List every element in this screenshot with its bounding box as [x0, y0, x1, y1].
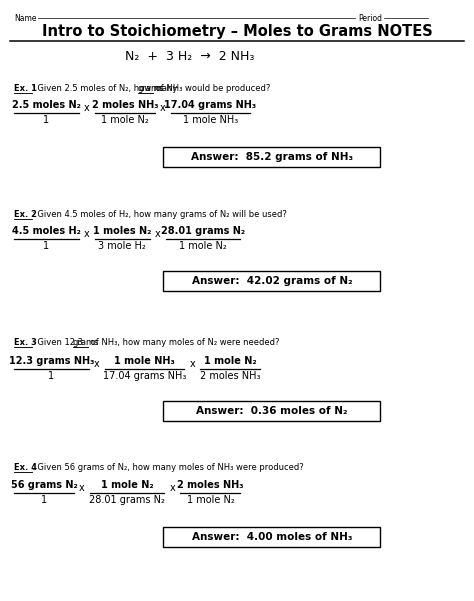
Text: Period: Period	[358, 14, 382, 23]
Text: Ex. 2: Ex. 2	[14, 210, 37, 219]
Text: 28.01 grams N₂: 28.01 grams N₂	[89, 495, 165, 505]
Text: 17.04 grams NH₃: 17.04 grams NH₃	[164, 100, 256, 110]
FancyBboxPatch shape	[164, 401, 381, 421]
Text: : Given 56 grams of N₂, how many moles of NH₃ were produced?: : Given 56 grams of N₂, how many moles o…	[32, 463, 304, 472]
Text: 1 mole NH₃: 1 mole NH₃	[114, 356, 175, 366]
Text: of NH₃, how many moles of N₂ were needed?: of NH₃, how many moles of N₂ were needed…	[88, 338, 280, 347]
Text: x: x	[94, 359, 100, 369]
Text: x: x	[189, 359, 195, 369]
Text: 1 mole N₂: 1 mole N₂	[187, 495, 234, 505]
Text: 2 moles NH₃: 2 moles NH₃	[200, 371, 260, 381]
Text: 1: 1	[41, 495, 47, 505]
Text: : Given 2.5 moles of N₂, how many: : Given 2.5 moles of N₂, how many	[32, 84, 180, 93]
Text: of NH₃ would be produced?: of NH₃ would be produced?	[153, 84, 271, 93]
Text: Name: Name	[14, 14, 36, 23]
Text: 1: 1	[48, 371, 55, 381]
Text: 1 mole N₂: 1 mole N₂	[204, 356, 256, 366]
Text: x: x	[84, 229, 90, 239]
Text: Ex. 1: Ex. 1	[14, 84, 37, 93]
Text: 1 moles N₂: 1 moles N₂	[93, 226, 152, 236]
Text: Answer:  4.00 moles of NH₃: Answer: 4.00 moles of NH₃	[192, 532, 352, 542]
Text: 1 mole N₂: 1 mole N₂	[101, 115, 149, 125]
Text: Ex. 3: Ex. 3	[14, 338, 37, 347]
FancyBboxPatch shape	[164, 527, 381, 547]
Text: : Given 12.3: : Given 12.3	[32, 338, 86, 347]
Text: x: x	[84, 103, 90, 113]
Text: x: x	[170, 483, 175, 493]
Text: Answer:  42.02 grams of N₂: Answer: 42.02 grams of N₂	[191, 276, 352, 286]
Text: 2.5 moles N₂: 2.5 moles N₂	[12, 100, 81, 110]
Text: 3 mole H₂: 3 mole H₂	[99, 241, 146, 251]
Text: 4.5 moles H₂: 4.5 moles H₂	[12, 226, 81, 236]
Text: 28.01 grams N₂: 28.01 grams N₂	[161, 226, 245, 236]
Text: grams: grams	[73, 338, 99, 347]
Text: x: x	[79, 483, 85, 493]
Text: x: x	[160, 103, 165, 113]
Text: 1 mole N₂: 1 mole N₂	[101, 480, 154, 490]
Text: grams: grams	[137, 84, 164, 93]
Text: 1: 1	[43, 115, 49, 125]
Text: 2 moles NH₃: 2 moles NH₃	[91, 100, 158, 110]
Text: 12.3 grams NH₃: 12.3 grams NH₃	[9, 356, 94, 366]
Text: : Given 4.5 moles of H₂, how many grams of N₂ will be used?: : Given 4.5 moles of H₂, how many grams …	[32, 210, 287, 219]
Text: 1 mole N₂: 1 mole N₂	[179, 241, 227, 251]
Text: 1: 1	[43, 241, 49, 251]
Text: Ex. 4: Ex. 4	[14, 463, 37, 472]
Text: Answer:  85.2 grams of NH₃: Answer: 85.2 grams of NH₃	[191, 152, 353, 162]
Text: Intro to Stoichiometry – Moles to Grams NOTES: Intro to Stoichiometry – Moles to Grams …	[42, 24, 432, 39]
Text: 2 moles NH₃: 2 moles NH₃	[177, 480, 244, 490]
Text: x: x	[155, 229, 161, 239]
Text: Answer:  0.36 moles of N₂: Answer: 0.36 moles of N₂	[196, 406, 348, 416]
FancyBboxPatch shape	[164, 147, 381, 167]
FancyBboxPatch shape	[164, 271, 381, 291]
Text: 1 mole NH₃: 1 mole NH₃	[183, 115, 238, 125]
Text: 56 grams N₂: 56 grams N₂	[10, 480, 77, 490]
Text: N₂  +  3 H₂  →  2 NH₃: N₂ + 3 H₂ → 2 NH₃	[125, 50, 255, 63]
Text: 17.04 grams NH₃: 17.04 grams NH₃	[103, 371, 186, 381]
